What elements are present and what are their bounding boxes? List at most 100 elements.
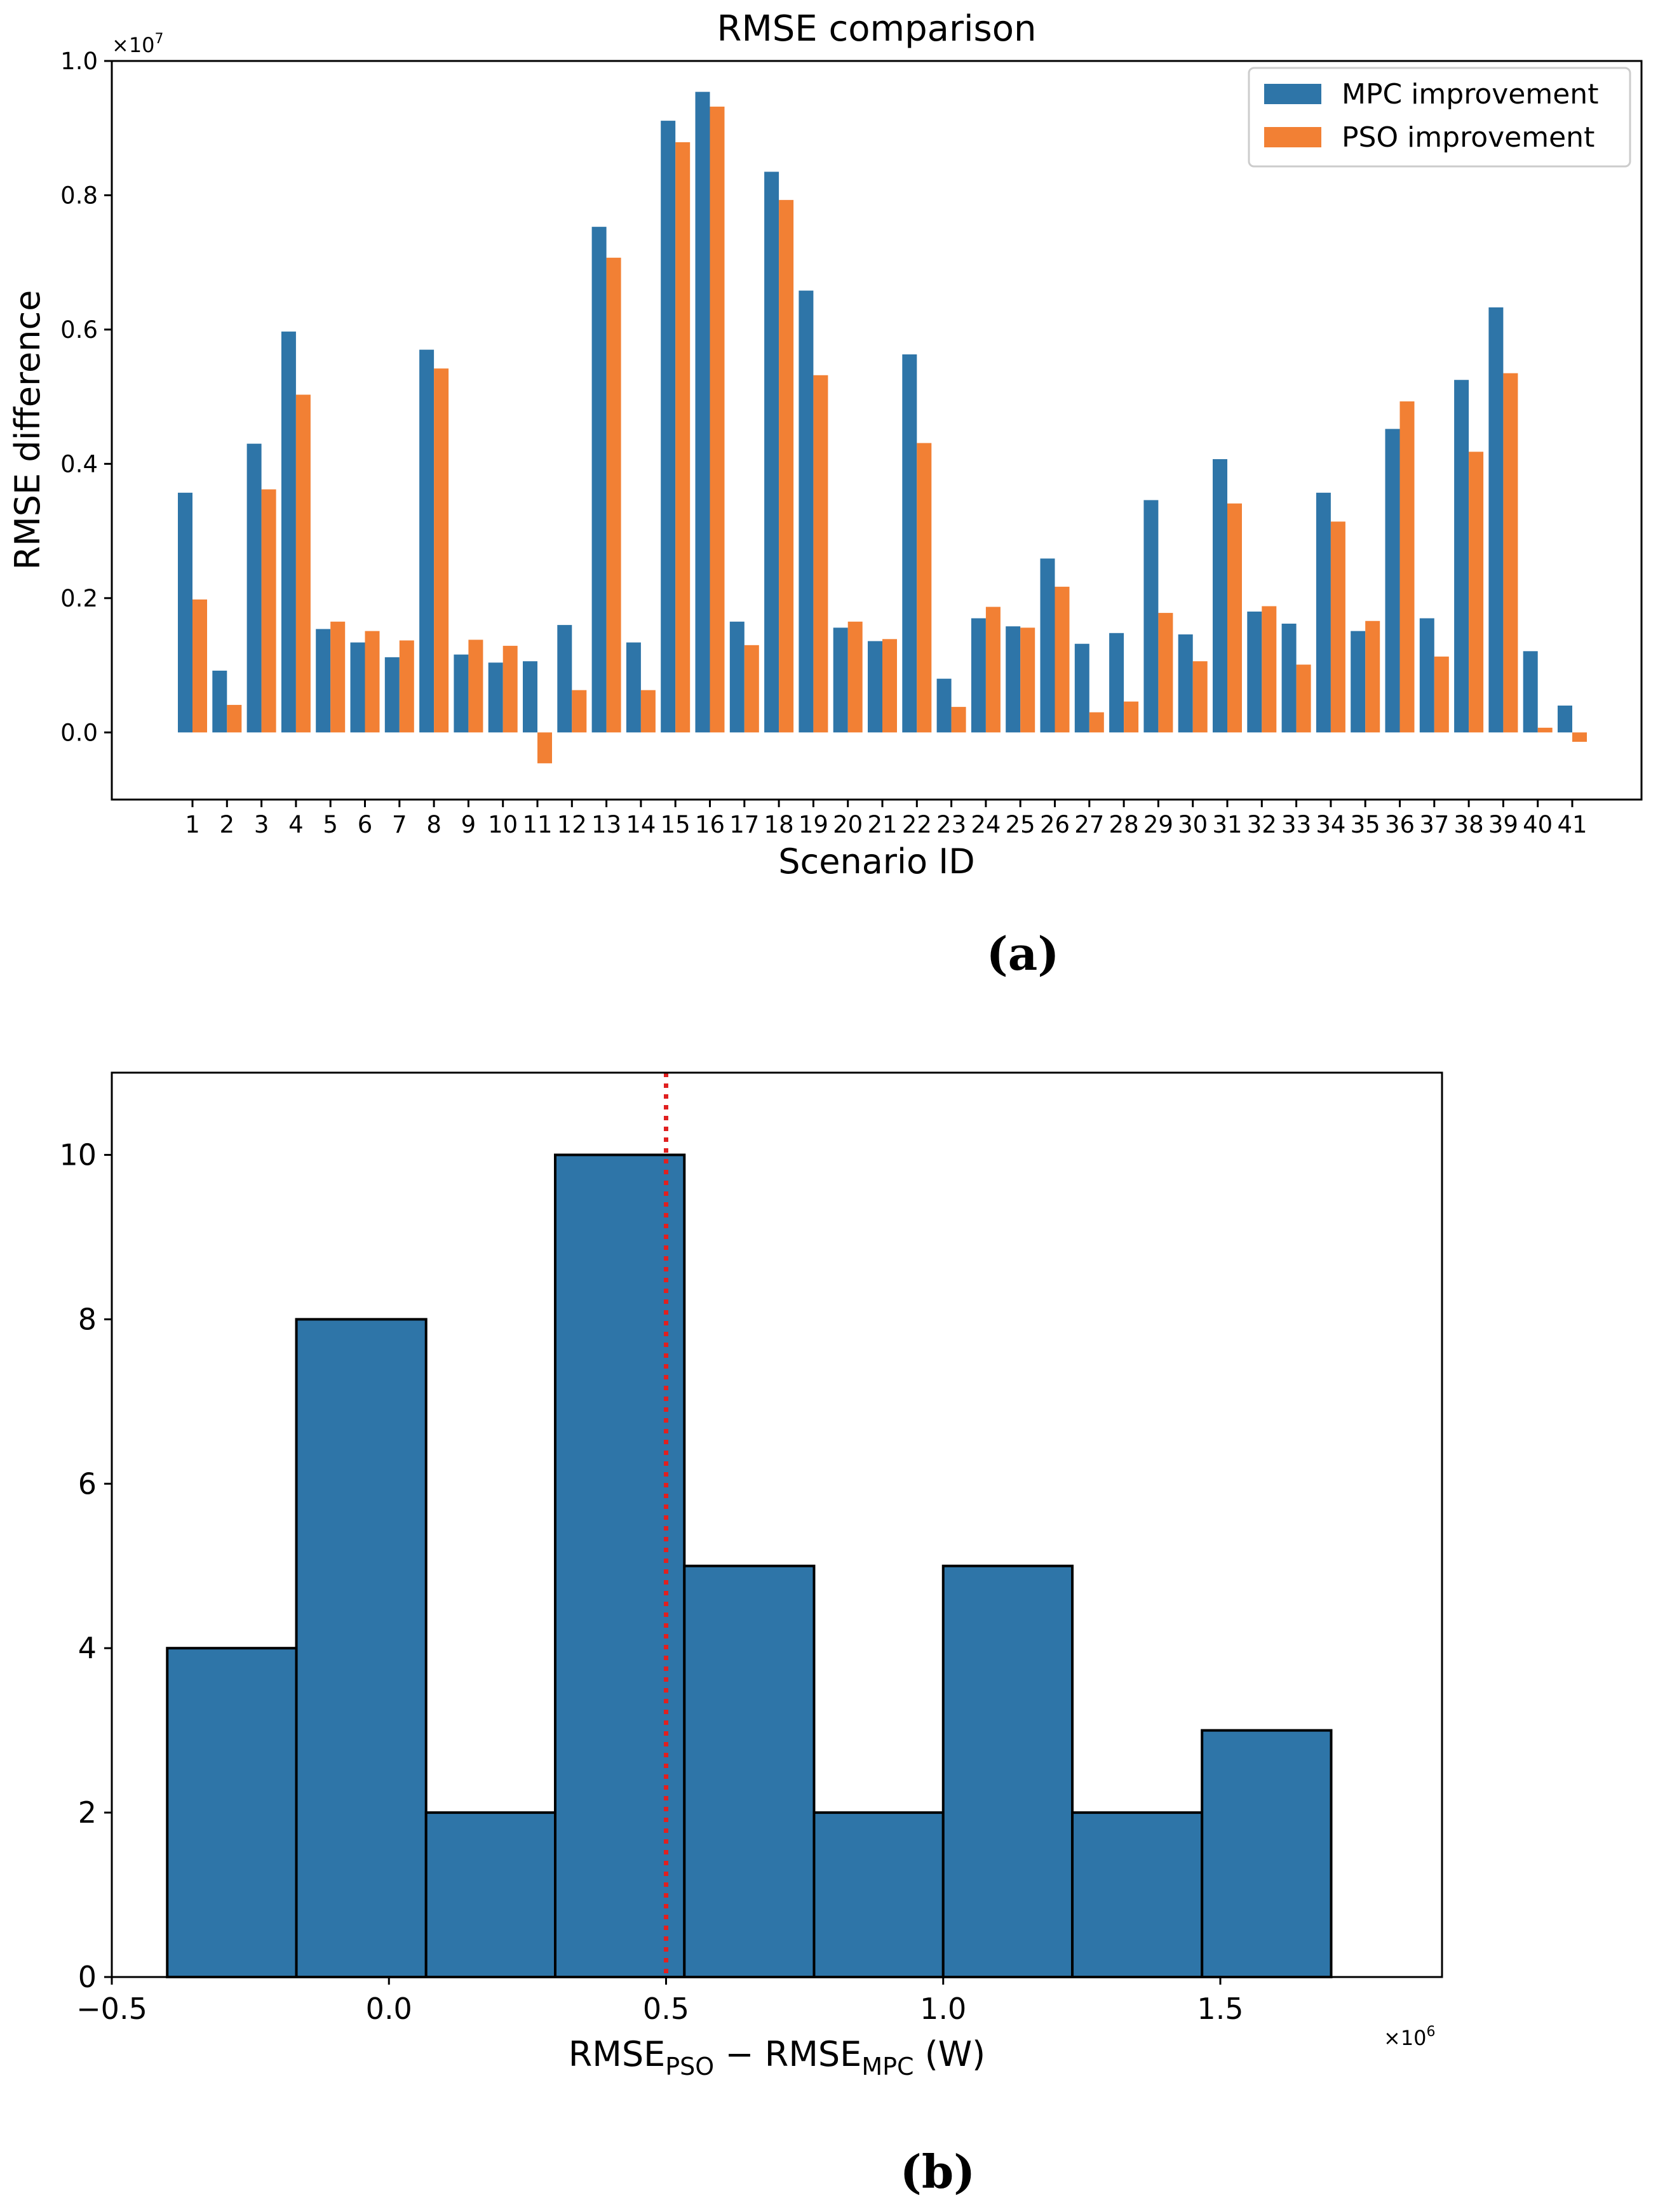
bar-pso-16 bbox=[710, 106, 725, 733]
y-tick-label: 0.2 bbox=[60, 585, 98, 612]
histogram-bin-4 bbox=[554, 1153, 686, 1978]
bar-pso-38 bbox=[1469, 452, 1484, 733]
bar-pso-21 bbox=[882, 639, 897, 733]
x-tick-label: 1 bbox=[185, 811, 200, 838]
bar-pso-22 bbox=[917, 443, 932, 733]
bar-mpc-29 bbox=[1143, 500, 1159, 733]
x-tick-label: 37 bbox=[1419, 811, 1449, 838]
legend-label-mpc: MPC improvement bbox=[1342, 78, 1598, 111]
bar-mpc-1 bbox=[178, 492, 192, 733]
y-tick-label: 4 bbox=[78, 1631, 97, 1665]
bar-mpc-2 bbox=[212, 671, 227, 733]
bar-pso-1 bbox=[192, 599, 207, 733]
bar-pso-9 bbox=[468, 640, 483, 733]
x-tick-label: 1.0 bbox=[920, 1992, 966, 2026]
panel-b-histogram: −0.5 0.0 0.5 1.0 1.5 0 2 4 6 8 10 ×106 RMSEPSO − … bbox=[59, 1071, 1443, 2199]
x-tick-label: 41 bbox=[1557, 811, 1587, 838]
histogram-bin-6 bbox=[812, 1811, 945, 1978]
x-tick-label: 12 bbox=[557, 811, 587, 838]
bar-pso-27 bbox=[1089, 712, 1104, 733]
chart-a-x-label: Scenario ID bbox=[778, 841, 974, 881]
bar-mpc-38 bbox=[1454, 380, 1469, 733]
histogram-bin-3 bbox=[424, 1811, 557, 1978]
bar-mpc-31 bbox=[1213, 459, 1227, 733]
x-tick-label: 0.0 bbox=[366, 1992, 412, 2026]
x-tick-label: 17 bbox=[729, 811, 759, 838]
bar-pso-30 bbox=[1192, 661, 1208, 733]
y-tick-label: 8 bbox=[78, 1302, 97, 1336]
histogram-bin-5 bbox=[683, 1564, 816, 1978]
x-tick-label: −0.5 bbox=[76, 1992, 147, 2026]
panel-label-a: (a) bbox=[987, 927, 1060, 981]
panel-label-b: (b) bbox=[900, 2145, 975, 2199]
bar-pso-11 bbox=[537, 732, 552, 763]
bar-pso-39 bbox=[1503, 373, 1518, 733]
bar-pso-32 bbox=[1262, 606, 1277, 733]
chart-a-bars bbox=[178, 91, 1587, 763]
bar-mpc-35 bbox=[1351, 631, 1366, 733]
bar-pso-29 bbox=[1158, 613, 1173, 733]
x-tick-label: 24 bbox=[971, 811, 1001, 838]
bar-mpc-24 bbox=[971, 618, 986, 733]
bar-mpc-7 bbox=[384, 657, 400, 733]
bar-pso-12 bbox=[572, 690, 587, 733]
y-tick-label: 10 bbox=[59, 1137, 97, 1172]
bar-pso-34 bbox=[1330, 521, 1345, 733]
x-tick-label: 39 bbox=[1488, 811, 1518, 838]
x-tick-label: 14 bbox=[626, 811, 656, 838]
bar-mpc-4 bbox=[281, 332, 296, 733]
chart-b-x-label: RMSEPSO − RMSEMPC (W) bbox=[569, 2034, 986, 2081]
bar-mpc-8 bbox=[419, 349, 435, 733]
bar-mpc-22 bbox=[902, 354, 917, 733]
bar-mpc-33 bbox=[1281, 623, 1297, 733]
bar-mpc-11 bbox=[523, 661, 537, 733]
bar-mpc-12 bbox=[557, 625, 572, 733]
x-tick-label: 31 bbox=[1212, 811, 1242, 838]
x-tick-label: 25 bbox=[1006, 811, 1035, 838]
bar-pso-31 bbox=[1227, 503, 1242, 733]
legend-swatch-mpc bbox=[1264, 84, 1321, 104]
y-tick-label: 0 bbox=[78, 1960, 97, 1994]
x-tick-label: 5 bbox=[323, 811, 338, 838]
x-tick-label: 6 bbox=[358, 811, 373, 838]
y-tick-label: 0.4 bbox=[60, 450, 98, 478]
chart-b-x-multiplier: ×106 bbox=[1384, 2024, 1436, 2050]
bar-pso-6 bbox=[365, 631, 380, 733]
chart-a-y-ticks: 0.0 0.2 0.4 0.6 0.8 1.0 bbox=[60, 48, 112, 746]
chart-b-plot-frame bbox=[111, 1071, 1443, 1978]
legend-frame bbox=[1248, 67, 1631, 168]
bar-mpc-21 bbox=[868, 641, 882, 733]
bar-pso-4 bbox=[295, 394, 311, 733]
bar-mpc-18 bbox=[764, 171, 779, 733]
bar-mpc-20 bbox=[833, 627, 848, 733]
x-tick-label: 15 bbox=[661, 811, 691, 838]
x-tick-label: 20 bbox=[833, 811, 863, 838]
histogram-bin-8 bbox=[1071, 1811, 1204, 1978]
chart-a-y-multiplier: ×107 bbox=[112, 31, 164, 57]
bar-pso-26 bbox=[1055, 586, 1070, 733]
x-tick-label: 13 bbox=[591, 811, 621, 838]
x-tick-label: 34 bbox=[1316, 811, 1345, 838]
bar-pso-3 bbox=[261, 489, 276, 733]
x-tick-label: 1.5 bbox=[1197, 1992, 1243, 2026]
bar-pso-33 bbox=[1296, 664, 1311, 733]
bar-pso-5 bbox=[330, 621, 346, 733]
bar-pso-23 bbox=[951, 707, 966, 733]
y-tick-label: 0.0 bbox=[60, 719, 98, 746]
bar-mpc-28 bbox=[1109, 633, 1124, 733]
x-tick-label: 23 bbox=[936, 811, 966, 838]
x-tick-label: 36 bbox=[1385, 811, 1415, 838]
x-tick-label: 7 bbox=[392, 811, 407, 838]
bar-pso-19 bbox=[813, 375, 828, 733]
chart-b-y-ticks: 0 2 4 6 8 10 bbox=[59, 1137, 112, 1994]
bar-pso-37 bbox=[1434, 656, 1449, 733]
x-tick-label: 19 bbox=[799, 811, 828, 838]
chart-a-title: RMSE comparison bbox=[717, 8, 1037, 50]
bar-pso-35 bbox=[1365, 620, 1380, 733]
bar-mpc-32 bbox=[1247, 611, 1262, 733]
bar-pso-2 bbox=[227, 704, 242, 733]
x-tick-label: 18 bbox=[764, 811, 794, 838]
bar-pso-10 bbox=[502, 645, 518, 733]
bar-pso-18 bbox=[779, 199, 794, 733]
bar-mpc-41 bbox=[1558, 705, 1572, 733]
